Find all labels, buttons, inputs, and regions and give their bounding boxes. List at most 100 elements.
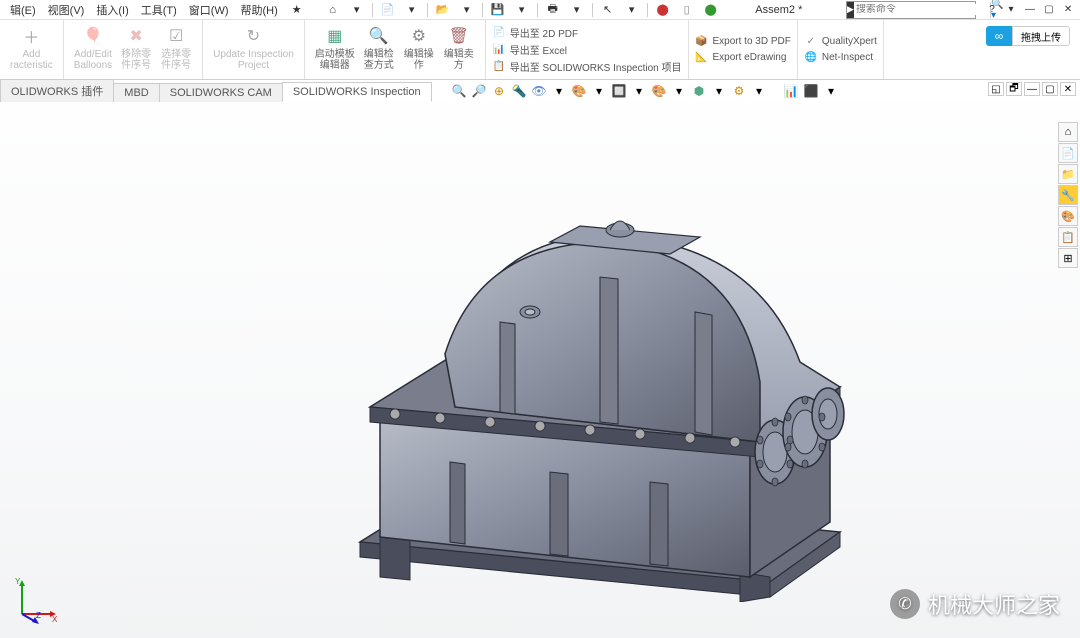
qat-save-icon[interactable]: 💾 — [487, 1, 509, 19]
view-settings-dd-icon[interactable]: ▾ — [750, 82, 768, 100]
doc-restore2-icon[interactable]: ▢ — [1042, 82, 1058, 96]
taskpane-appearances-icon[interactable]: 📋 — [1058, 227, 1078, 247]
minimize-icon[interactable]: — — [1022, 3, 1038, 17]
qualityxpert[interactable]: ✓QualityXpert — [804, 35, 877, 49]
net-inspect[interactable]: 🌐Net-Inspect — [804, 51, 877, 65]
qat-rec2-icon[interactable]: ▯ — [676, 1, 698, 19]
prev-view-icon[interactable]: ⊕ — [490, 82, 508, 100]
menu-tools[interactable]: 工具(T) — [135, 2, 183, 18]
search-box[interactable]: ▶ 🔍▾ — [846, 1, 976, 19]
ribbon-label: 启动模板 编辑器 — [315, 49, 355, 71]
maximize-icon[interactable]: ▢ — [1041, 3, 1057, 17]
edrawing-icon: 📐 — [695, 51, 709, 65]
hide-show-icon[interactable]: 🔲 — [610, 82, 628, 100]
edit-appearance-dd-icon[interactable]: ▾ — [670, 82, 688, 100]
pdf3d-icon: 📦 — [695, 35, 709, 49]
update-inspection-button[interactable]: ↻ Update Inspection Project — [209, 22, 298, 73]
qat-dd-icon[interactable]: ▾ — [346, 1, 368, 19]
ribbon-group-1: ＋ Add racteristic — [0, 20, 64, 79]
close-icon[interactable]: ✕ — [1060, 3, 1076, 17]
qat-home-icon[interactable]: ⌂ — [322, 1, 344, 19]
orientation-triad[interactable]: Y X Z — [12, 574, 62, 624]
cloud-label: 拖拽上传 — [1012, 26, 1070, 46]
qat-dd5-icon[interactable]: ▾ — [566, 1, 588, 19]
export-excel[interactable]: 📊导出至 Excel — [492, 42, 682, 57]
apply-scene-icon[interactable]: ⬢ — [690, 82, 708, 100]
tab-mbd[interactable]: MBD — [113, 83, 159, 102]
render2-icon[interactable]: ⬛ — [802, 82, 820, 100]
help-btn-icon[interactable]: ? — [984, 3, 1000, 17]
qat-dd6-icon[interactable]: ▾ — [621, 1, 643, 19]
edit-appearance-icon[interactable]: 🎨 — [650, 82, 668, 100]
qat-open-icon[interactable]: 📂 — [432, 1, 454, 19]
render-dd-icon[interactable]: ▾ — [822, 82, 840, 100]
qat-dd2-icon[interactable]: ▾ — [401, 1, 423, 19]
command-manager-tabs: OLIDWORKS 插件 MBD SOLIDWORKS CAM SOLIDWOR… — [0, 80, 1080, 102]
tab-cam[interactable]: SOLIDWORKS CAM — [159, 83, 283, 102]
tab-addins[interactable]: OLIDWORKS 插件 — [0, 79, 114, 102]
svg-text:Y: Y — [15, 577, 21, 586]
taskpane-view-palette-icon[interactable]: 🎨 — [1058, 206, 1078, 226]
menu-help[interactable]: 帮助(H) — [235, 2, 284, 18]
export-list-3: ✓QualityXpert 🌐Net-Inspect — [798, 20, 884, 79]
taskpane-home-icon[interactable]: ⌂ — [1058, 122, 1078, 142]
qat-dd4-icon[interactable]: ▾ — [511, 1, 533, 19]
taskpane-file-explorer-icon[interactable]: 🔧 — [1058, 185, 1078, 205]
qat-rec3-icon[interactable]: ⬤ — [700, 1, 722, 19]
qat-new-icon[interactable]: 📄 — [377, 1, 399, 19]
doc-min-icon[interactable]: — — [1024, 82, 1040, 96]
help-icon[interactable]: ★ — [292, 3, 302, 16]
hide-show-dd-icon[interactable]: ▾ — [630, 82, 648, 100]
svg-text:Z: Z — [36, 611, 41, 620]
qat-dd3-icon[interactable]: ▾ — [456, 1, 478, 19]
section-view-icon[interactable]: 🔦 — [510, 82, 528, 100]
doc-close-icon[interactable]: ✕ — [1060, 82, 1076, 96]
excel-icon: 📊 — [492, 43, 506, 57]
display-style-icon[interactable]: 🎨 — [570, 82, 588, 100]
add-characteristic-button[interactable]: ＋ Add racteristic — [6, 22, 57, 73]
export-2d-pdf[interactable]: 📄导出至 2D PDF — [492, 25, 682, 40]
apply-scene-dd-icon[interactable]: ▾ — [710, 82, 728, 100]
menu-window[interactable]: 窗口(W) — [183, 2, 235, 18]
add-edit-balloons-button[interactable]: 🎈 Add/Edit Balloons — [70, 22, 116, 73]
qat-print-icon[interactable]: 🖶 — [542, 1, 564, 19]
view-orient-dd-icon[interactable]: ▾ — [550, 82, 568, 100]
taskpane-design-library-icon[interactable]: 📁 — [1058, 164, 1078, 184]
menubar: 辑(E) 视图(V) 插入(I) 工具(T) 窗口(W) 帮助(H) ★ ⌂ ▾… — [0, 0, 1080, 20]
zoom-fit-icon[interactable]: 🔍 — [450, 82, 468, 100]
doc-max-icon[interactable]: 🗗 — [1006, 82, 1022, 96]
doc-restore-icon[interactable]: ◱ — [988, 82, 1004, 96]
edit-vendor-button[interactable]: 🗑 编辑卖 方 — [439, 22, 479, 73]
select-part-number-button[interactable]: ☑ 选择零 件序号 — [156, 22, 196, 73]
view-orient-icon[interactable]: 👁 — [530, 82, 548, 100]
taskpane-custom-props-icon[interactable]: ⊞ — [1058, 248, 1078, 268]
display-style-dd-icon[interactable]: ▾ — [590, 82, 608, 100]
render-icon[interactable]: 📊 — [782, 82, 800, 100]
export-edrawing[interactable]: 📐Export eDrawing — [695, 51, 791, 65]
tab-inspection[interactable]: SOLIDWORKS Inspection — [282, 82, 432, 102]
taskpane-resources-icon[interactable]: 📄 — [1058, 143, 1078, 163]
launch-template-editor-button[interactable]: ▦ 启动模板 编辑器 — [311, 22, 359, 73]
qat-rec1-icon[interactable]: ⬤ — [652, 1, 674, 19]
window-buttons: ? ▾ — ▢ ✕ — [984, 3, 1076, 17]
menu-insert[interactable]: 插入(I) — [90, 2, 134, 18]
ribbon-label: 编辑操 作 — [404, 49, 434, 71]
qat-cursor-icon[interactable]: ↖ — [597, 1, 619, 19]
zoom-area-icon[interactable]: 🔎 — [470, 82, 488, 100]
select-icon: ☑ — [164, 24, 188, 48]
cloud-upload-button[interactable]: ∞ 拖拽上传 — [986, 26, 1070, 46]
graphics-viewport[interactable]: ⌂ 📄 📁 🔧 🎨 📋 ⊞ — [0, 102, 1080, 638]
edit-operation-button[interactable]: ⚙ 编辑操 作 — [399, 22, 439, 73]
export-inspection-project[interactable]: 📋导出至 SOLIDWORKS Inspection 项目 — [492, 59, 682, 74]
dd-btn-icon[interactable]: ▾ — [1003, 3, 1019, 17]
search-prefix-icon: ▶ — [847, 2, 854, 18]
remove-part-number-button[interactable]: ✖ 移除零 件序号 — [116, 22, 156, 73]
search-input[interactable] — [854, 4, 990, 15]
view-settings-icon[interactable]: ⚙ — [730, 82, 748, 100]
menu-view[interactable]: 视图(V) — [42, 2, 91, 18]
export-3d-pdf[interactable]: 📦Export to 3D PDF — [695, 35, 791, 49]
ribbon-group-4: ▦ 启动模板 编辑器 🔍 编辑检 查方式 ⚙ 编辑操 作 🗑 编辑卖 方 — [305, 20, 486, 79]
remove-icon: ✖ — [124, 24, 148, 48]
menu-edit[interactable]: 辑(E) — [4, 2, 42, 18]
edit-inspection-method-button[interactable]: 🔍 编辑检 查方式 — [359, 22, 399, 73]
